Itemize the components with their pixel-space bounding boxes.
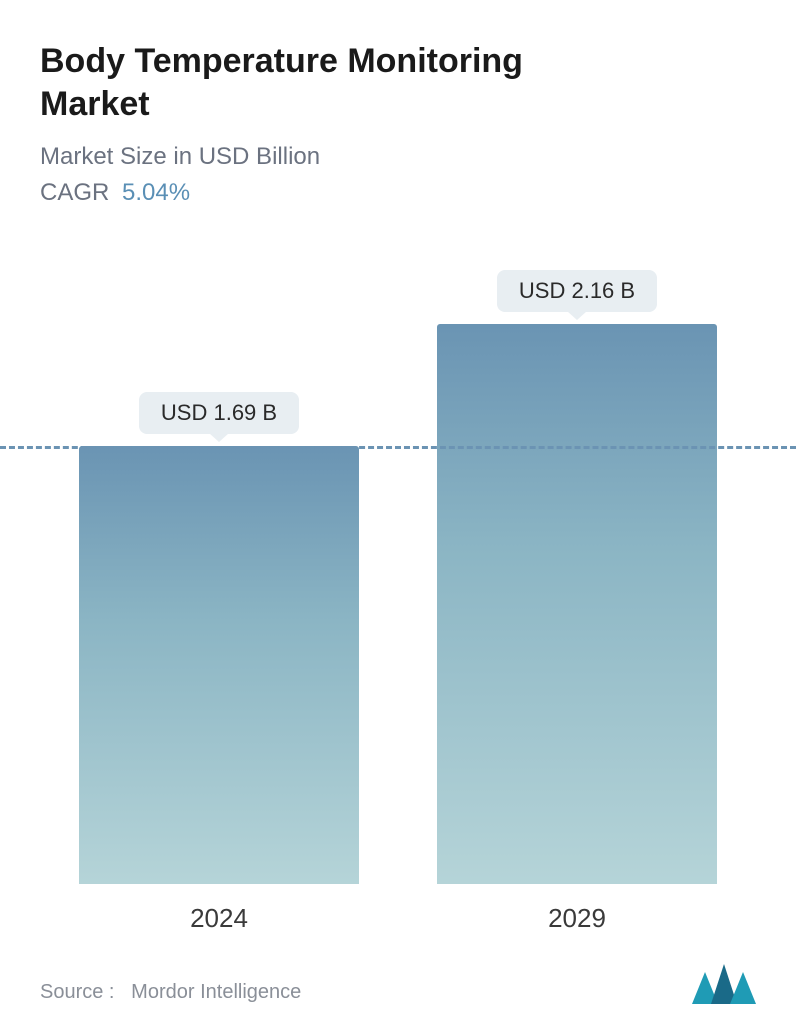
cagr-value: 5.04%: [122, 179, 190, 206]
source-text: Source : Mordor Intelligence: [40, 981, 301, 1004]
cagr-row: CAGR 5.04%: [40, 179, 756, 207]
value-badge-1: USD 2.16 B: [497, 270, 657, 312]
x-label-1: 2029: [437, 903, 717, 934]
reference-line: [0, 446, 796, 449]
cagr-label: CAGR: [40, 179, 109, 206]
bar-group-0: USD 1.69 B: [79, 392, 359, 884]
chart-container: Body Temperature Monitoring Market Marke…: [0, 0, 796, 1034]
bars-wrap: USD 1.69 B USD 2.16 B: [40, 304, 756, 884]
chart-area: USD 1.69 B USD 2.16 B 2024 2029: [40, 267, 756, 944]
x-axis-labels: 2024 2029: [40, 903, 756, 934]
chart-title: Body Temperature Monitoring Market: [40, 40, 640, 125]
bar-1: [437, 324, 717, 884]
chart-subtitle: Market Size in USD Billion: [40, 143, 756, 171]
bar-group-1: USD 2.16 B: [437, 270, 717, 884]
footer: Source : Mordor Intelligence: [40, 954, 756, 1004]
mordor-logo-icon: [692, 964, 756, 1004]
bar-0: [79, 446, 359, 884]
source-label: Source :: [40, 981, 114, 1003]
value-badge-0: USD 1.69 B: [139, 392, 299, 434]
x-label-0: 2024: [79, 903, 359, 934]
source-name: Mordor Intelligence: [131, 981, 301, 1003]
